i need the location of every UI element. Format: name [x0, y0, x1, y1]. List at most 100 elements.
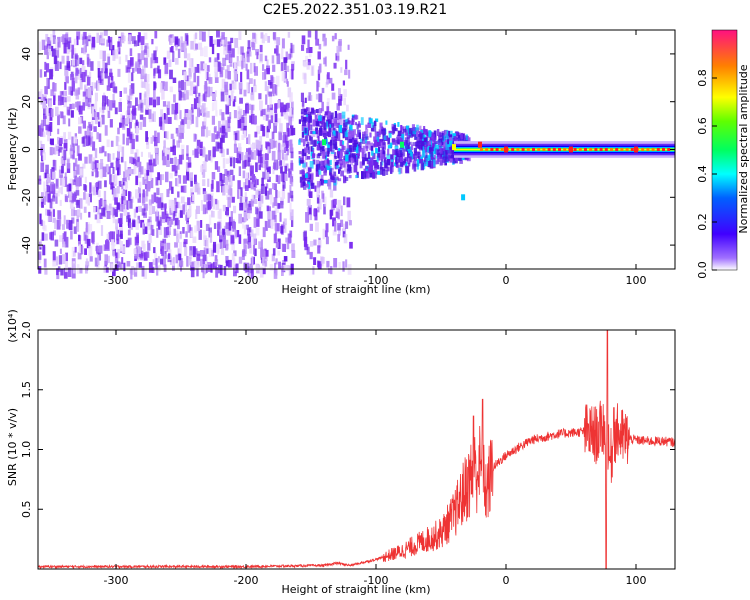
- heatmap-noise-cell: [99, 147, 103, 154]
- heatmap-noise-cell: [107, 56, 111, 66]
- heatmap-noise-cell: [82, 135, 86, 147]
- heatmap-noise-cell: [172, 77, 177, 83]
- heatmap-noise-cell: [250, 198, 254, 207]
- figure-title: C2E5.2022.351.03.19.R21: [263, 2, 447, 18]
- heatmap-noise-cell: [45, 124, 49, 131]
- heatmap-noise-cell: [275, 45, 279, 56]
- heatmap-noise-cell: [145, 188, 149, 197]
- heatmap-noise-cell: [73, 210, 78, 216]
- heatmap-noise-cell: [119, 262, 123, 270]
- heatmap-noise-cell: [136, 158, 140, 168]
- heatmap-noise-cell: [267, 36, 270, 43]
- heatmap-noise-cell: [94, 214, 98, 220]
- heatmap-noise-cell: [340, 67, 343, 73]
- heatmap-noise-cell: [248, 180, 251, 189]
- heatmap-noise-cell: [289, 209, 294, 221]
- heatmap-noise-cell: [317, 260, 320, 268]
- heatmap-noise-cell: [49, 147, 53, 156]
- heatmap-cloud-cell: [376, 136, 379, 142]
- heatmap-noise-cell: [125, 54, 128, 62]
- heatmap-noise-cell: [180, 196, 185, 204]
- heatmap-noise-cell: [282, 171, 285, 183]
- heatmap-noise-cell: [303, 61, 307, 68]
- heatmap-ridge-peak: [495, 148, 499, 151]
- heatmap-cloud-cell: [331, 149, 335, 153]
- heatmap-noise-cell: [64, 261, 68, 273]
- heatmap-noise-cell: [281, 189, 286, 199]
- heatmap-noise-cell: [96, 112, 100, 120]
- heatmap-cloud-cell: [298, 119, 301, 124]
- heatmap-noise-cell: [43, 188, 47, 198]
- heatmap-cloud-cell: [433, 147, 437, 155]
- heatmap-cloud-cell: [376, 165, 380, 170]
- heatmap-cloud-cell: [385, 120, 388, 125]
- heatmap-noise-cell: [186, 153, 189, 160]
- heatmap-cloud-cell: [391, 138, 396, 145]
- heatmap-cloud-cell: [378, 129, 382, 136]
- heatmap-cloud-cell: [316, 154, 321, 159]
- heatmap-noise-cell: [321, 101, 324, 112]
- heatmap-noise-cell: [58, 255, 63, 265]
- heatmap-noise-cell: [245, 203, 249, 215]
- heatmap-noise-cell: [51, 48, 56, 57]
- heatmap-noise-cell: [222, 63, 225, 70]
- heatmap-noise-cell: [289, 184, 292, 192]
- heatmap-noise-cell: [269, 264, 274, 271]
- heatmap-noise-cell: [42, 244, 46, 256]
- heatmap-cloud-cell: [380, 161, 383, 170]
- heatmap-noise-cell: [78, 153, 82, 161]
- snr-x-tick-label: -100: [364, 574, 389, 587]
- heatmap-cloud-cell: [420, 162, 424, 171]
- heatmap-noise-cell: [323, 57, 326, 65]
- heatmap-cloud-cell: [337, 151, 340, 155]
- heatmap-noise-cell: [47, 209, 51, 216]
- heatmap-noise-cell: [291, 179, 294, 187]
- heatmap-cloud-cell: [426, 141, 430, 147]
- heatmap-noise-cell: [138, 187, 141, 198]
- heatmap-noise-cell: [85, 96, 89, 107]
- heatmap-noise-cell: [222, 57, 227, 66]
- heatmap-noise-cell: [153, 68, 156, 76]
- heatmap-noise-cell: [193, 133, 197, 142]
- heatmap-noise-cell: [145, 131, 148, 142]
- heatmap-noise-cell: [230, 211, 233, 222]
- heatmap-noise-cell: [227, 119, 231, 129]
- heatmap-noise-cell: [237, 60, 242, 67]
- heatmap-noise-cell: [274, 222, 278, 231]
- heatmap-noise-cell: [132, 67, 135, 73]
- heatmap-noise-cell: [169, 47, 172, 53]
- heatmap-noise-cell: [62, 224, 65, 230]
- heatmap-noise-cell: [253, 217, 257, 228]
- heatmap-cloud-cell: [369, 167, 374, 173]
- heatmap-cloud-cell: [379, 141, 384, 149]
- heatmap-noise-cell: [199, 31, 203, 41]
- heatmap-noise-cell: [273, 77, 276, 84]
- heatmap-noise-cell: [209, 36, 213, 47]
- heatmap-noise-cell: [142, 189, 145, 198]
- heatmap-noise-cell: [215, 267, 219, 278]
- heatmap-noise-cell: [193, 34, 196, 43]
- heatmap-noise-cell: [161, 246, 164, 256]
- heatmap-noise-cell: [61, 149, 65, 157]
- heatmap-ridge-peak: [651, 148, 655, 151]
- heatmap-noise-cell: [132, 220, 136, 228]
- heatmap-noise-cell: [97, 180, 102, 189]
- heatmap-noise-cell: [116, 261, 121, 268]
- heatmap-noise-cell: [72, 47, 77, 53]
- heatmap-noise-cell: [309, 251, 313, 260]
- heatmap-cloud-cell: [365, 165, 369, 169]
- heatmap-cloud-cell: [310, 131, 314, 135]
- heatmap-cloud-cell: [308, 146, 310, 155]
- heatmap-noise-cell: [138, 262, 142, 268]
- heatmap-noise-cell: [345, 59, 348, 70]
- heatmap-noise-cell: [148, 216, 152, 223]
- heatmap-noise-cell: [148, 152, 151, 158]
- heatmap-noise-cell: [278, 142, 281, 153]
- heatmap-cloud-cell: [406, 125, 409, 130]
- heatmap-noise-cell: [143, 57, 148, 68]
- heatmap-noise-cell: [150, 137, 153, 144]
- heatmap-cloud-cell: [413, 147, 417, 153]
- heatmap-noise-cell: [67, 267, 72, 277]
- heatmap-noise-cell: [277, 238, 281, 249]
- heatmap-noise-cell: [271, 210, 276, 220]
